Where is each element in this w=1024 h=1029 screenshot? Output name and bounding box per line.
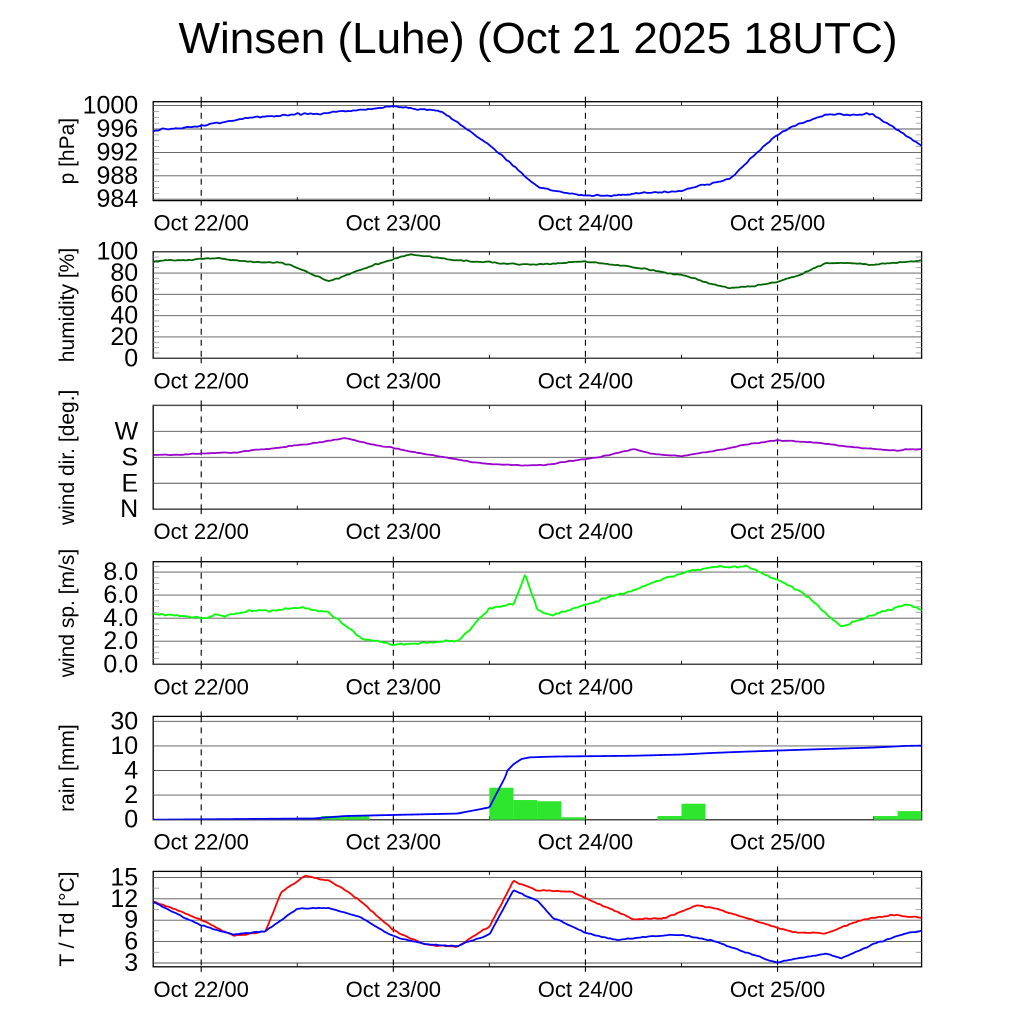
svg-text:Oct 25/00: Oct 25/00 [730,368,825,393]
svg-text:S: S [122,443,139,471]
svg-text:Oct 24/00: Oct 24/00 [538,519,633,544]
svg-text:Oct 23/00: Oct 23/00 [346,830,441,855]
svg-text:Oct 22/00: Oct 22/00 [154,211,249,236]
svg-text:1000: 1000 [83,92,139,120]
svg-text:Oct 25/00: Oct 25/00 [730,830,825,855]
svg-text:Oct 25/00: Oct 25/00 [730,519,825,544]
svg-text:W: W [115,417,139,445]
svg-text:Oct 22/00: Oct 22/00 [154,977,249,1002]
svg-text:4: 4 [124,757,138,785]
svg-text:8.0: 8.0 [103,558,138,586]
svg-text:humidity [%]: humidity [%] [56,248,79,362]
svg-text:15: 15 [110,863,138,891]
svg-text:0: 0 [124,806,138,834]
svg-text:Oct 22/00: Oct 22/00 [154,674,249,699]
svg-text:T / Td [°C]: T / Td [°C] [56,872,79,967]
svg-text:Oct 22/00: Oct 22/00 [154,519,249,544]
svg-text:Oct 24/00: Oct 24/00 [538,830,633,855]
svg-text:100: 100 [96,238,138,266]
svg-text:N: N [120,495,138,523]
svg-text:E: E [122,469,139,497]
svg-text:Oct 24/00: Oct 24/00 [538,211,633,236]
svg-text:rain [mm]: rain [mm] [56,724,79,812]
svg-text:Oct 23/00: Oct 23/00 [346,519,441,544]
svg-text:Oct 23/00: Oct 23/00 [346,368,441,393]
svg-text:Oct 24/00: Oct 24/00 [538,368,633,393]
svg-text:Winsen (Luhe) (Oct 21 2025 18U: Winsen (Luhe) (Oct 21 2025 18UTC) [179,14,898,63]
svg-text:wind dir. [deg.]: wind dir. [deg.] [56,390,79,526]
svg-text:Oct 25/00: Oct 25/00 [730,674,825,699]
svg-text:Oct 22/00: Oct 22/00 [154,830,249,855]
svg-text:10: 10 [110,732,138,760]
svg-text:Oct 24/00: Oct 24/00 [538,674,633,699]
svg-text:Oct 25/00: Oct 25/00 [730,211,825,236]
svg-text:30: 30 [110,707,138,735]
svg-text:Oct 22/00: Oct 22/00 [154,368,249,393]
svg-text:Oct 23/00: Oct 23/00 [346,211,441,236]
svg-text:Oct 25/00: Oct 25/00 [730,977,825,1002]
svg-text:2: 2 [124,781,138,809]
svg-text:Oct 23/00: Oct 23/00 [346,977,441,1002]
svg-text:p [hPa]: p [hPa] [56,118,79,185]
svg-text:wind sp. [m/s]: wind sp. [m/s] [56,549,79,678]
svg-text:Oct 23/00: Oct 23/00 [346,674,441,699]
svg-text:Oct 24/00: Oct 24/00 [538,977,633,1002]
